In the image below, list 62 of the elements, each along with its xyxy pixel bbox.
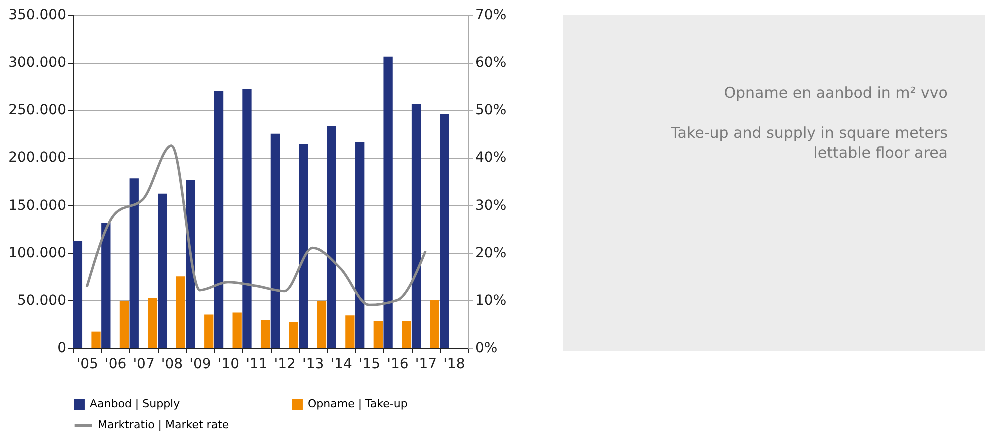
y-tick-label: 250.000 xyxy=(8,102,66,119)
x-tick-label: '07 xyxy=(133,356,155,372)
y-tick-label: 50.000 xyxy=(18,292,66,309)
bar xyxy=(176,276,186,348)
y-tick-label: 150.000 xyxy=(8,198,66,214)
bar xyxy=(270,134,280,348)
y2-tick-label: 30% xyxy=(476,198,507,214)
bar xyxy=(204,314,214,348)
bar xyxy=(384,56,393,348)
y2-tick-label: 50% xyxy=(476,102,507,119)
x-tick-label: '09 xyxy=(190,356,212,372)
bar xyxy=(289,322,298,348)
y-tick-label: 350.000 xyxy=(8,8,66,24)
caption-panel: Opname en aanbod in m² vvo Take-up and supply in square meters lettable floor area xyxy=(563,15,985,351)
x-tick-label: '12 xyxy=(274,356,296,372)
bar xyxy=(430,300,440,348)
y2-tick-label: 10% xyxy=(476,292,507,309)
y2-tick-label: 70% xyxy=(476,8,507,24)
bar xyxy=(120,301,130,348)
bar xyxy=(148,298,158,348)
y2-tick-label: 0% xyxy=(476,340,498,356)
y-tick-label: 300.000 xyxy=(8,55,66,72)
bar xyxy=(260,320,270,348)
bar xyxy=(440,114,450,348)
x-tick-label: '14 xyxy=(330,356,352,372)
bar xyxy=(402,321,412,348)
bar xyxy=(186,180,196,348)
bar xyxy=(242,89,252,348)
x-tick-label: '17 xyxy=(415,356,438,372)
y-tick-label: 100.000 xyxy=(8,245,66,262)
bar xyxy=(214,91,224,348)
x-tick-label: '06 xyxy=(104,356,127,372)
line-series xyxy=(86,144,427,306)
x-tick-label: '08 xyxy=(161,356,184,372)
y2-tick-label: 60% xyxy=(476,55,507,72)
bar xyxy=(356,142,365,348)
x-tick-label: '15 xyxy=(358,356,381,372)
y-tick-label: 0 xyxy=(58,340,66,356)
x-tick-label: '16 xyxy=(387,356,409,372)
legend-label: Opname | Take-up xyxy=(308,398,408,411)
legend-label: Aanbod | Supply xyxy=(90,398,181,411)
bar xyxy=(299,144,308,348)
x-tick-label: '13 xyxy=(302,356,324,372)
x-tick-label: '18 xyxy=(444,356,466,372)
x-tick-label: '11 xyxy=(246,356,268,372)
bar xyxy=(232,312,242,348)
bar xyxy=(102,223,111,348)
y2-tick-label: 40% xyxy=(476,150,507,166)
x-tick-label: '10 xyxy=(218,356,240,372)
x-tick-label: '05 xyxy=(76,356,98,372)
bar xyxy=(374,321,383,348)
bar xyxy=(73,241,83,348)
y-tick-label: 200.000 xyxy=(8,150,66,166)
legend-label: Marktratio | Market rate xyxy=(98,418,230,432)
bar xyxy=(92,332,101,348)
bar xyxy=(412,104,422,348)
bar xyxy=(317,301,327,348)
bar xyxy=(327,126,336,348)
bar xyxy=(346,316,355,348)
bar xyxy=(130,178,139,348)
bar xyxy=(158,194,168,348)
y2-tick-label: 20% xyxy=(476,245,507,262)
